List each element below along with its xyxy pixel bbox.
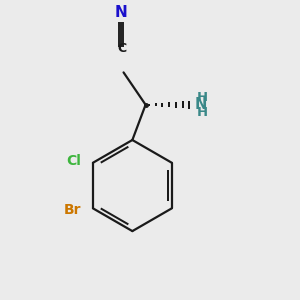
Text: Br: Br bbox=[64, 203, 81, 217]
Text: H: H bbox=[197, 91, 208, 104]
Text: H: H bbox=[197, 106, 208, 118]
Text: Cl: Cl bbox=[66, 154, 81, 168]
Text: N: N bbox=[195, 97, 207, 112]
Text: C: C bbox=[118, 42, 127, 56]
Text: N: N bbox=[114, 5, 127, 20]
